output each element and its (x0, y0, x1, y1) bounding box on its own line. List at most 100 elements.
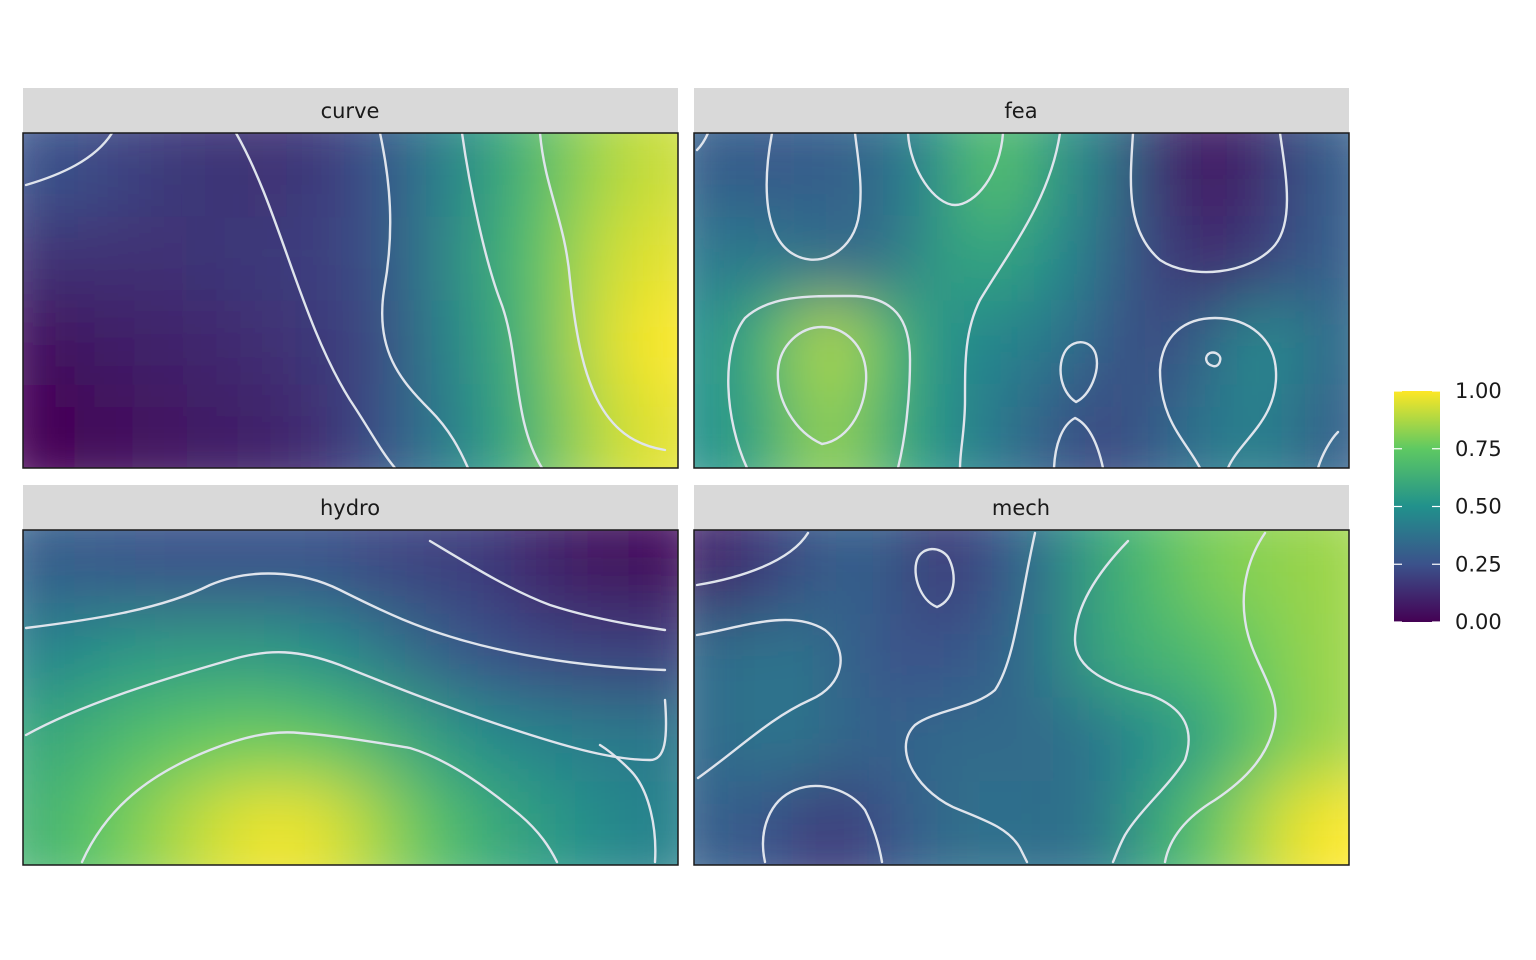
heatmap-cell (295, 530, 352, 615)
heatmap-cell (459, 613, 516, 699)
heatmap-cell (803, 133, 859, 218)
heatmap-cell (1076, 216, 1132, 302)
heatmap-cell (803, 781, 859, 865)
heatmap-cell (857, 530, 914, 615)
heatmap-cell (1294, 530, 1349, 615)
heatmap-cell (186, 613, 243, 699)
heatmap-cell (405, 613, 461, 699)
heatmap-cell (132, 300, 188, 386)
heatmap-cell (1130, 133, 1187, 218)
heatmap-cell (23, 300, 79, 386)
colorbar-ticks: 1.00 0.75 0.50 0.25 0.00 (1394, 379, 1502, 634)
heatmap-cell (186, 384, 243, 468)
heatmap-cell (459, 781, 516, 865)
heatmap-cell (966, 613, 1023, 699)
heatmap-cell (748, 216, 805, 302)
heatmap-cell (186, 216, 243, 302)
strip-mech (694, 485, 1349, 530)
heatmap-cell (77, 530, 134, 615)
heatmap-cell (748, 613, 805, 699)
heatmap-cell (186, 781, 243, 865)
heatmap-cell (1294, 781, 1349, 865)
colorbar-tick-label: 0.50 (1455, 495, 1502, 519)
heatmap-cell (966, 300, 1023, 386)
panel-border-hydro (22, 529, 679, 866)
strip-label-curve: curve (321, 99, 380, 123)
heatmap-cell (1021, 781, 1078, 865)
heatmap-cell (857, 781, 914, 865)
heatmap-cell (186, 133, 243, 218)
heatmap-cell (748, 133, 805, 218)
heatmap-cell (1021, 216, 1078, 302)
heatmap-cell (1239, 781, 1296, 865)
heatmap-cell (459, 300, 516, 386)
heatmap-cell (1076, 613, 1132, 699)
colorbar-tick-label: 1.00 (1455, 379, 1502, 403)
heatmap-cell (966, 216, 1023, 302)
heatmap-cell (350, 781, 407, 865)
strip-label-mech: mech (992, 496, 1050, 520)
contour-lines-curve (24, 133, 667, 468)
heatmap-cell (568, 530, 625, 615)
heatmap-cell (241, 697, 297, 783)
heatmap-cell (623, 384, 678, 468)
heatmap-cell (1076, 781, 1132, 865)
heatmap-cell (623, 697, 678, 783)
heatmap-cell (1076, 133, 1132, 218)
heatmap-cell (350, 384, 407, 468)
heatmap-cell (1130, 384, 1187, 468)
heatmap-cell (912, 216, 968, 302)
contour-lines-hydro (24, 539, 668, 864)
heatmap-cell (568, 781, 625, 865)
heatmap-cell (857, 216, 914, 302)
facet-panel-fea: fea (693, 88, 1350, 469)
heatmap-cell (514, 781, 570, 865)
heatmap-cell (803, 530, 859, 615)
heatmap-cell (748, 530, 805, 615)
heatmap-field-hydro (23, 530, 678, 865)
heatmap-cell (912, 530, 968, 615)
heatmap-cell (514, 697, 570, 783)
heatmap-cell (241, 781, 297, 865)
heatmap-cell (1021, 530, 1078, 615)
heatmap-cell (405, 697, 461, 783)
heatmap-cell (1021, 697, 1078, 783)
contour-lines-fea (695, 133, 1340, 468)
heatmap-cell (132, 530, 188, 615)
heatmap-cell (748, 697, 805, 783)
heatmap-cell (459, 384, 516, 468)
heatmap-cell (568, 697, 625, 783)
panel-border-fea (693, 132, 1350, 469)
heatmap-cell (1239, 697, 1296, 783)
heatmap-cell (748, 384, 805, 468)
heatmap-cell (803, 697, 859, 783)
heatmap-cell (295, 613, 352, 699)
heatmap-cell (77, 613, 134, 699)
colorbar-tick-label: 0.75 (1455, 437, 1502, 461)
heatmap-cell (77, 300, 134, 386)
heatmap-cell (23, 216, 79, 302)
heatmap-cell (241, 384, 297, 468)
heatmap-cell (966, 697, 1023, 783)
heatmap-cell (623, 530, 678, 615)
heatmap-cell (966, 530, 1023, 615)
heatmap-cell (912, 300, 968, 386)
heatmap-cell (295, 781, 352, 865)
heatmap-cell (514, 300, 570, 386)
heatmap-cell (295, 697, 352, 783)
heatmap-field-curve (23, 133, 678, 468)
heatmap-cell (1185, 697, 1241, 783)
heatmap-cell (77, 133, 134, 218)
heatmap-cell (623, 781, 678, 865)
heatmap-cell (295, 300, 352, 386)
heatmap-cell (1076, 697, 1132, 783)
colorbar-tick-label: 0.25 (1455, 552, 1502, 576)
heatmap-cell (132, 216, 188, 302)
heatmap-cell (405, 216, 461, 302)
heatmap-field-fea (694, 133, 1349, 468)
strip-label-hydro: hydro (320, 496, 380, 520)
heatmap-cell (1239, 530, 1296, 615)
heatmap-cell (857, 697, 914, 783)
heatmap-cell (1021, 613, 1078, 699)
heatmap-cell (857, 133, 914, 218)
